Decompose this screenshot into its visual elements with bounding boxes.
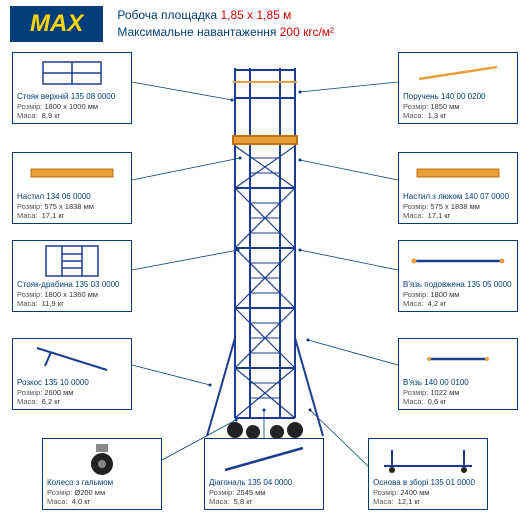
part-icon — [47, 442, 157, 476]
part-icon — [17, 342, 127, 376]
part-name: Настил 134 06 0000 — [17, 192, 127, 201]
part-dim: Розмір: 575 х 1838 мм — [403, 202, 513, 211]
header-specs: Робоча площадка 1,85 х 1,85 м Максимальн… — [117, 7, 334, 41]
part-card-handrail: Поручень 140 00 0200 Розмір: 1850 мм Мас… — [398, 52, 518, 124]
part-dim: Розмір: 1800 х 1000 мм — [17, 102, 127, 111]
part-icon — [209, 442, 319, 476]
part-name: Стояк верхній 135 08 0000 — [17, 92, 127, 101]
part-mass: Маса: 4,0 кг — [47, 497, 157, 506]
part-dim: Розмір: 1800 х 1360 мм — [17, 290, 127, 299]
part-icon — [17, 244, 127, 278]
part-card-deck-hatch: Настил з люком 140 07 0000 Розмір: 575 х… — [398, 152, 518, 224]
part-dim: Розмір: 575 х 1838 мм — [17, 202, 127, 211]
part-name: Поручень 140 00 0200 — [403, 92, 513, 101]
part-name: Колесо з гальмом — [47, 478, 157, 487]
part-name: Діагональ 135 04 0000 — [209, 478, 319, 487]
part-card-brace: В'язь 140 00 0100 Розмір: 1022 мм Маса: … — [398, 338, 518, 410]
header: MAX Робоча площадка 1,85 х 1,85 м Максим… — [0, 0, 530, 48]
platform-label: Робоча площадка — [117, 8, 217, 22]
part-card-wheel: Колесо з гальмом Розмір: Ø200 мм Маса: 4… — [42, 438, 162, 510]
part-mass: Маса: 8,9 кг — [17, 111, 127, 120]
part-mass: Маса: 0,6 кг — [403, 397, 513, 406]
product-title: MAX — [10, 6, 103, 42]
part-card-diagonal: Діагональ 135 04 0000 Розмір: 2545 мм Ма… — [204, 438, 324, 510]
part-dim: Розмір: 2545 мм — [209, 488, 319, 497]
part-card-upper-stand: Стояк верхній 135 08 0000 Розмір: 1800 х… — [12, 52, 132, 124]
part-mass: Маса: 17,1 кг — [403, 211, 513, 220]
part-card-outrigger: Розкос 135 10 0000 Розмір: 2600 мм Маса:… — [12, 338, 132, 410]
part-name: Стояк-драбина 135 03 0000 — [17, 280, 127, 289]
part-dim: Розмір: 2600 мм — [17, 388, 127, 397]
load-label: Максимальне навантаження — [117, 25, 276, 39]
part-card-base: Основа в зборі 135 01 0000 Розмір: 2400 … — [368, 438, 488, 510]
part-name: Основа в зборі 135 01 0000 — [373, 478, 483, 487]
platform-value: 1,85 х 1,85 м — [220, 8, 291, 22]
part-name: Розкос 135 10 0000 — [17, 378, 127, 387]
part-card-deck: Настил 134 06 0000 Розмір: 575 х 1838 мм… — [12, 152, 132, 224]
part-dim: Розмір: 1850 мм — [403, 102, 513, 111]
part-icon — [403, 244, 513, 278]
part-card-long-brace: В'язь подовжена 135 05 0000 Розмір: 1800… — [398, 240, 518, 312]
part-name: В'язь подовжена 135 05 0000 — [403, 280, 513, 289]
part-dim: Розмір: 1022 мм — [403, 388, 513, 397]
load-value: 200 кгс/м² — [280, 25, 334, 39]
part-icon — [403, 156, 513, 190]
part-mass: Маса: 11,9 кг — [17, 299, 127, 308]
part-icon — [17, 56, 127, 90]
part-icon — [403, 56, 513, 90]
part-mass: Маса: 12,1 кг — [373, 497, 483, 506]
part-mass: Маса: 1,3 кг — [403, 111, 513, 120]
part-icon — [403, 342, 513, 376]
part-icon — [17, 156, 127, 190]
part-dim: Розмір: 1800 мм — [403, 290, 513, 299]
part-mass: Маса: 5,8 кг — [209, 497, 319, 506]
part-mass: Маса: 6,2 кг — [17, 397, 127, 406]
part-dim: Розмір: Ø200 мм — [47, 488, 157, 497]
part-icon — [373, 442, 483, 476]
part-name: В'язь 140 00 0100 — [403, 378, 513, 387]
part-mass: Маса: 4,2 кг — [403, 299, 513, 308]
part-card-ladder-stand: Стояк-драбина 135 03 0000 Розмір: 1800 х… — [12, 240, 132, 312]
tower-illustration — [205, 58, 325, 458]
part-mass: Маса: 17,1 кг — [17, 211, 127, 220]
part-dim: Розмір: 2400 мм — [373, 488, 483, 497]
part-name: Настил з люком 140 07 0000 — [403, 192, 513, 201]
